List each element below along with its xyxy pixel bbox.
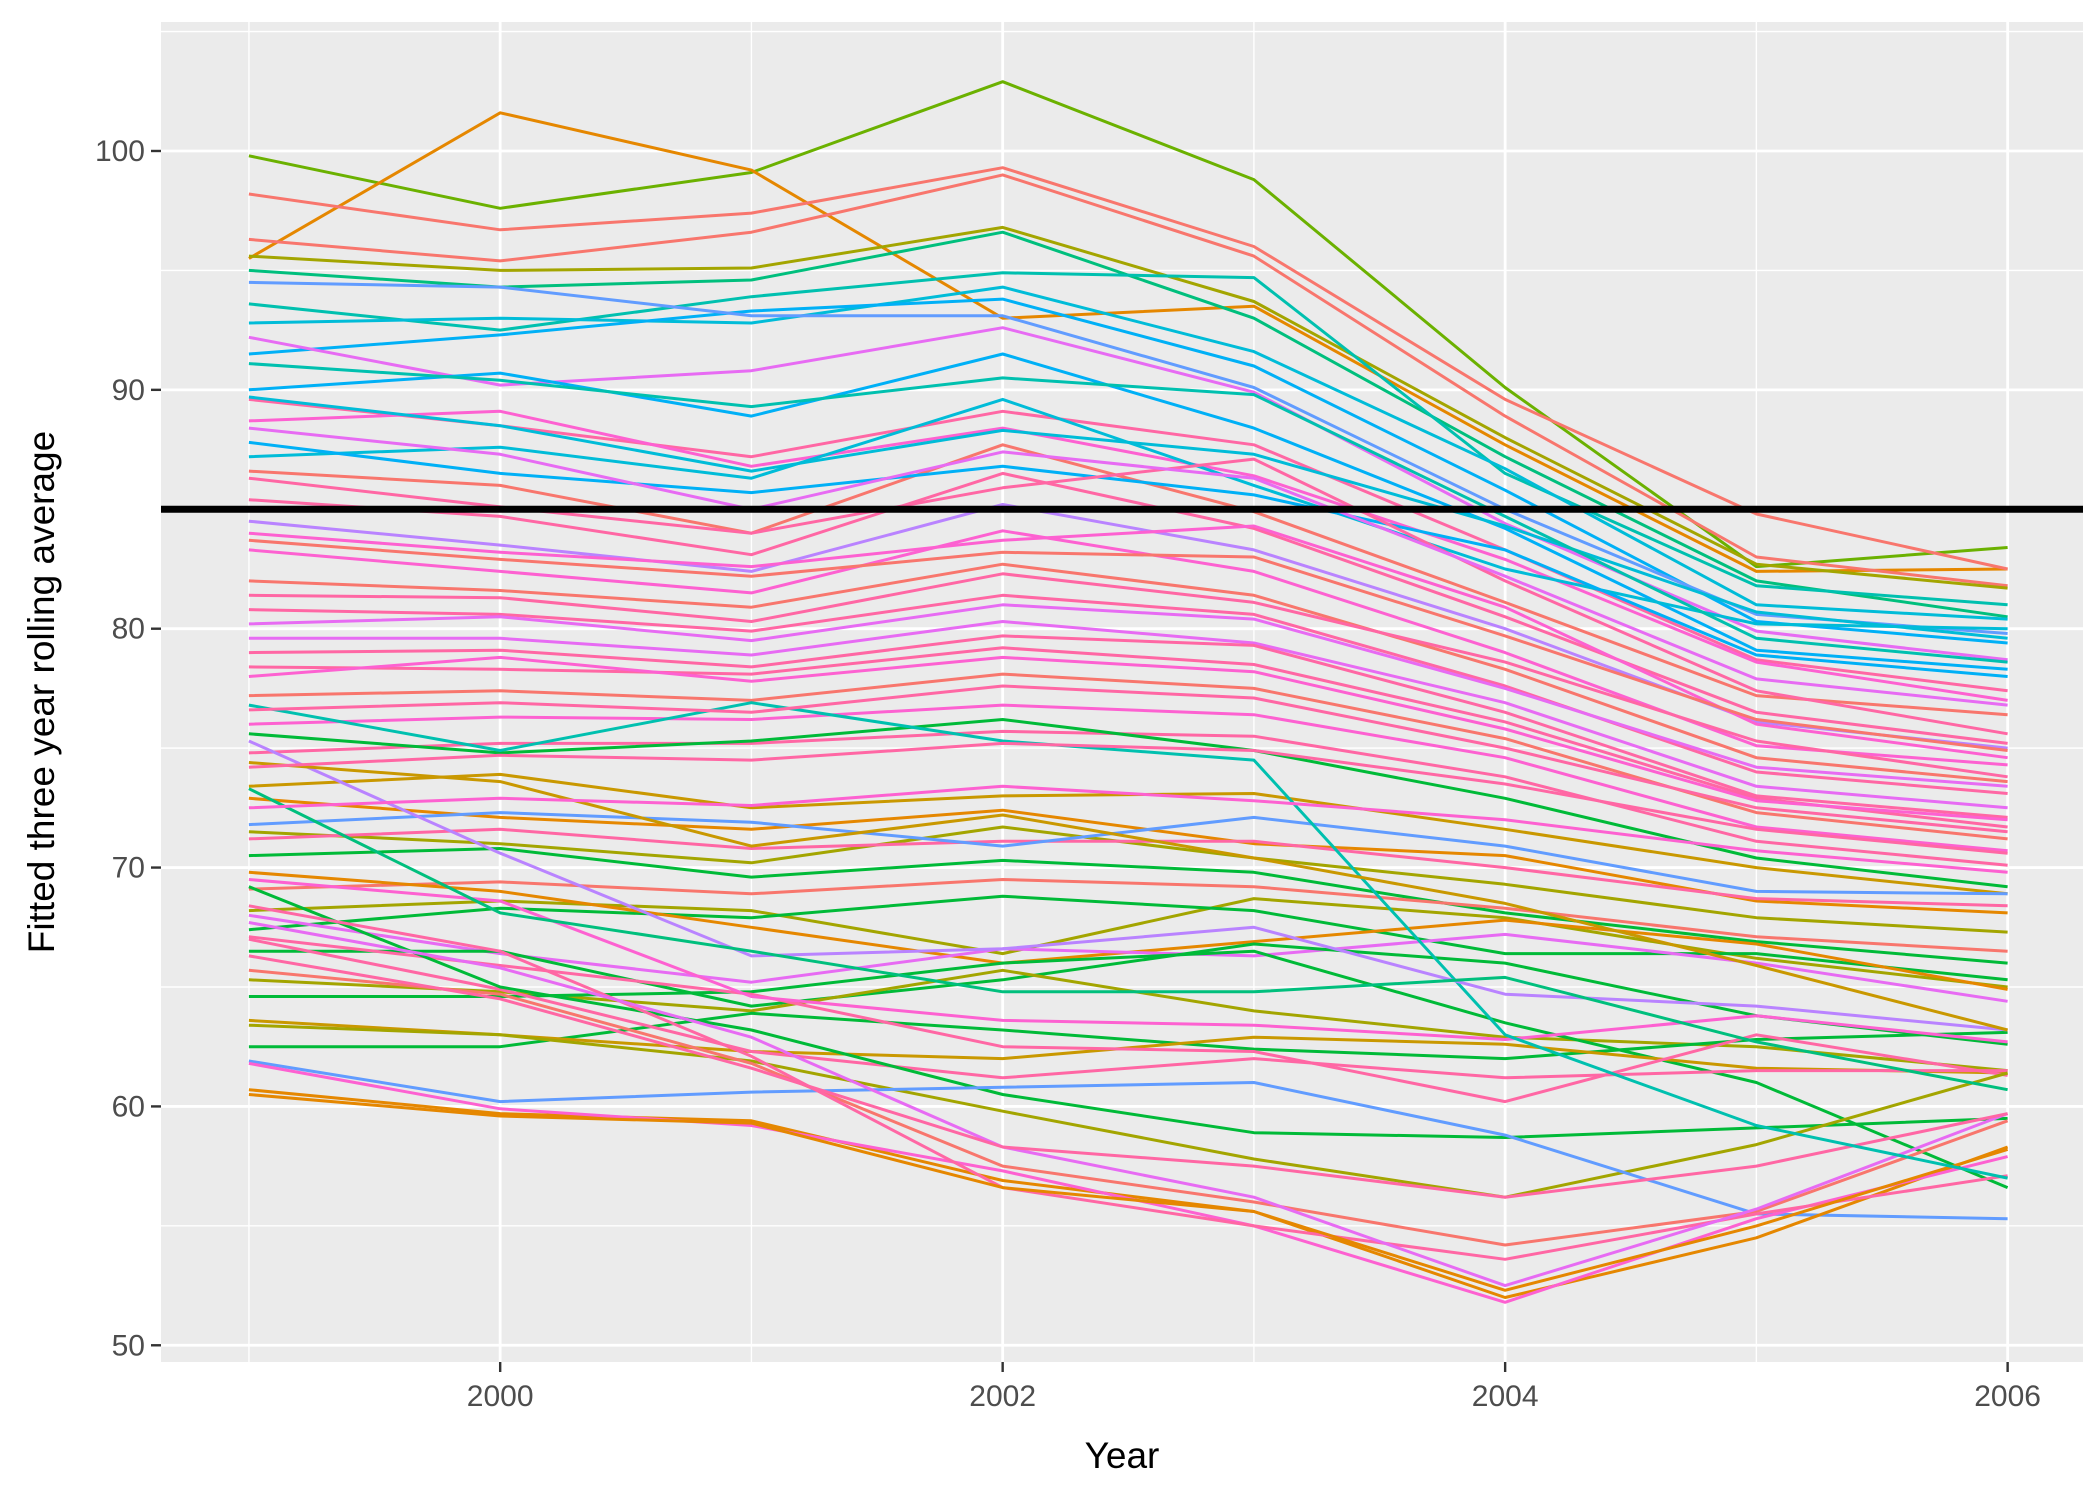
series-line — [248, 285, 2008, 621]
y-tick-label: 60 — [112, 1090, 145, 1123]
y-axis: 50 60 70 80 90 100 — [95, 135, 161, 1362]
y-tick-label: 100 — [95, 135, 145, 168]
series-line — [248, 646, 2008, 829]
series-line — [248, 954, 2008, 1199]
series-line — [248, 271, 2008, 607]
series-line — [248, 562, 2008, 784]
series-line — [248, 225, 2008, 590]
series-line — [248, 1093, 2009, 1292]
series-line — [248, 1088, 2009, 1299]
x-tick-label: 2006 — [1974, 1380, 2041, 1413]
y-tick-label: 80 — [112, 613, 145, 646]
y-tick-label: 50 — [112, 1329, 145, 1362]
series-line — [248, 362, 2008, 664]
series-line — [248, 173, 2008, 588]
series-line — [248, 897, 2008, 989]
series-line — [248, 761, 2008, 1032]
series-line — [248, 634, 2008, 819]
series-line — [248, 894, 2008, 982]
series-line — [248, 847, 2008, 965]
series-line — [248, 409, 2008, 702]
series-line — [248, 913, 2008, 1003]
series-line — [248, 655, 2008, 822]
series-line — [248, 741, 2008, 855]
series-line — [248, 440, 2008, 678]
series-line — [248, 787, 2008, 1092]
series-line — [248, 426, 2008, 707]
series-line — [248, 739, 2008, 1032]
series-line — [248, 811, 2008, 896]
series-line — [248, 529, 2008, 767]
x-tick-label: 2000 — [467, 1380, 534, 1413]
series-line — [248, 1023, 2009, 1199]
series-line — [248, 111, 2008, 573]
series-line — [248, 603, 2008, 788]
series-line — [248, 397, 2008, 693]
series-line — [248, 620, 2008, 810]
series-line — [248, 352, 2008, 671]
series-line — [248, 968, 2009, 1247]
y-tick-label: 90 — [112, 374, 145, 407]
series-line — [248, 885, 2008, 1139]
x-axis-title: Year — [1085, 1435, 1160, 1476]
series-line — [248, 921, 2009, 1288]
series-line — [248, 1011, 2008, 1061]
series-line — [248, 672, 2008, 841]
series-line — [248, 593, 2008, 795]
series-line — [248, 443, 2008, 717]
x-axis: 2000 2002 2004 2006 — [467, 1362, 2041, 1413]
x-tick-label: 2002 — [969, 1380, 1036, 1413]
series-line — [248, 471, 2008, 745]
series-line — [248, 937, 2008, 1080]
series-line — [248, 572, 2008, 779]
series-line — [248, 942, 2008, 1046]
series-line — [248, 684, 2008, 834]
series-line — [248, 784, 2008, 874]
series-line — [248, 703, 2008, 853]
series-line — [248, 297, 2008, 645]
series-line — [248, 538, 2008, 752]
series-line — [248, 326, 2008, 662]
series-line — [248, 166, 2008, 571]
series-lines — [248, 80, 2009, 1304]
y-tick-label: 70 — [112, 852, 145, 885]
series-line — [248, 80, 2008, 569]
series-line — [248, 718, 2008, 889]
series-line — [248, 827, 2008, 908]
series-line — [248, 701, 2008, 1180]
series-line — [248, 878, 2008, 1044]
series-line — [248, 395, 2008, 640]
x-tick-label: 2004 — [1472, 1380, 1539, 1413]
series-line — [248, 1059, 2008, 1221]
series-line — [248, 878, 2008, 953]
y-axis-title: Fitted three year rolling average — [21, 431, 62, 953]
